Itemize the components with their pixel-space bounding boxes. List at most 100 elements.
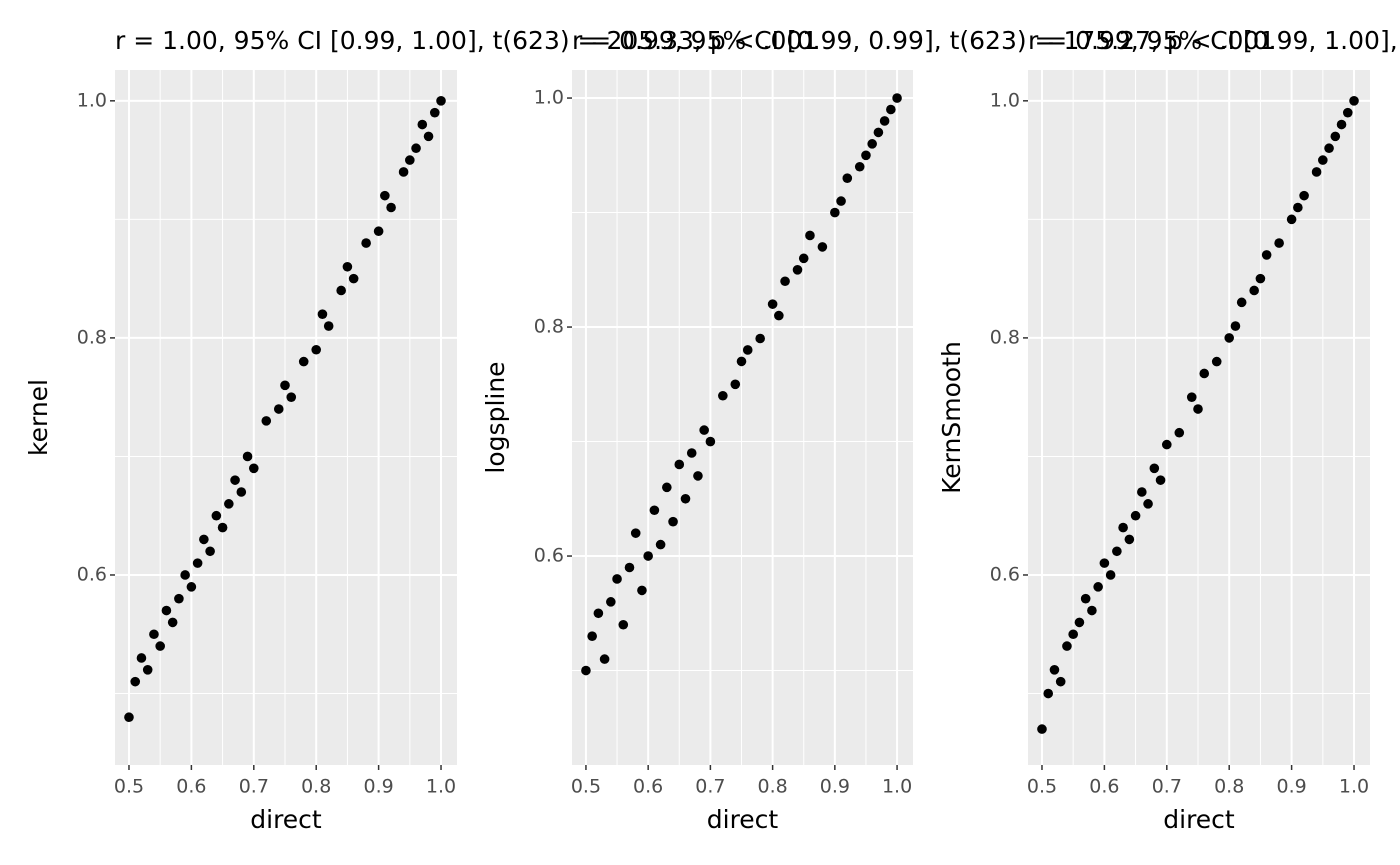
point: [792, 264, 803, 275]
panel-background: [572, 70, 913, 765]
point: [718, 390, 728, 401]
x-tick-label: 0.6: [633, 776, 663, 798]
point: [1193, 404, 1203, 414]
point: [130, 676, 141, 687]
point: [211, 510, 222, 521]
point: [261, 416, 272, 426]
x-tick-label: 0.9: [364, 776, 394, 798]
point: [167, 617, 178, 628]
point: [1330, 131, 1341, 142]
point: [1143, 499, 1153, 509]
x-tick-label: 1.0: [882, 776, 912, 798]
x-tick-label: 0.7: [695, 776, 725, 798]
point: [1174, 427, 1185, 438]
point: [767, 299, 778, 309]
point: [199, 534, 209, 545]
point: [1074, 617, 1085, 628]
point: [873, 127, 884, 138]
point: [662, 482, 672, 493]
point: [124, 712, 134, 723]
point: [1049, 665, 1060, 675]
x-tick-label: 0.9: [1277, 776, 1307, 798]
point: [361, 238, 371, 248]
point: [674, 459, 685, 470]
point: [1062, 641, 1072, 651]
point: [1318, 155, 1328, 165]
point: [192, 558, 203, 568]
point: [1112, 546, 1122, 557]
point: [1236, 297, 1247, 308]
point: [1149, 463, 1160, 474]
point: [411, 143, 421, 154]
x-tick-label: 1.0: [1339, 776, 1369, 798]
point: [1080, 593, 1091, 604]
x-axis-title: direct: [707, 805, 779, 834]
point: [423, 131, 434, 142]
point: [1124, 534, 1135, 545]
point: [861, 150, 871, 161]
point: [1099, 558, 1110, 568]
point: [1105, 570, 1116, 580]
x-tick-label: 0.5: [114, 776, 144, 798]
x-tick-label: 0.6: [1089, 776, 1119, 798]
point: [1299, 190, 1309, 201]
point: [587, 631, 597, 641]
point: [1043, 688, 1054, 699]
x-axis-title: direct: [250, 805, 322, 834]
point: [817, 242, 828, 252]
x-tick-label: 1.0: [426, 776, 456, 798]
point: [398, 167, 409, 177]
point: [1093, 582, 1103, 592]
point: [142, 665, 153, 675]
point: [248, 463, 259, 474]
point: [892, 93, 902, 103]
point: [230, 475, 240, 485]
point: [1087, 605, 1097, 616]
point: [1068, 629, 1078, 640]
point: [624, 562, 635, 573]
x-tick-label: 0.8: [1214, 776, 1244, 798]
point: [780, 276, 790, 287]
point: [1336, 119, 1347, 130]
point: [1137, 487, 1147, 497]
y-tick-label: 0.8: [534, 316, 564, 338]
point: [380, 190, 390, 201]
point: [186, 582, 197, 592]
point: [224, 499, 234, 509]
panel-background: [115, 70, 457, 765]
y-tick-label: 0.8: [77, 326, 107, 348]
y-tick-label: 0.6: [990, 563, 1020, 585]
point: [755, 333, 765, 344]
point: [1037, 724, 1047, 734]
point: [742, 345, 753, 355]
x-tick-label: 0.9: [820, 776, 850, 798]
y-tick-label: 1.0: [990, 89, 1020, 111]
point: [1211, 356, 1222, 367]
point: [217, 522, 228, 533]
point: [1130, 510, 1141, 521]
point: [311, 344, 322, 355]
point: [680, 493, 691, 504]
y-tick-label: 0.6: [534, 545, 564, 567]
y-tick-label: 1.0: [534, 87, 564, 109]
point: [1311, 167, 1322, 177]
point: [1224, 333, 1235, 343]
point: [599, 654, 610, 664]
point: [429, 107, 440, 118]
y-tick-label: 0.6: [77, 563, 107, 585]
point: [705, 436, 716, 447]
point: [649, 505, 660, 516]
point: [886, 104, 896, 115]
point: [1118, 522, 1128, 533]
point: [630, 528, 641, 538]
point: [1255, 273, 1266, 284]
point: [1249, 285, 1259, 296]
y-axis-title: KernSmooth: [937, 341, 966, 494]
x-axis-title: direct: [1163, 805, 1235, 834]
point: [699, 425, 709, 435]
point: [854, 161, 865, 172]
point: [693, 471, 703, 481]
point: [317, 309, 328, 319]
